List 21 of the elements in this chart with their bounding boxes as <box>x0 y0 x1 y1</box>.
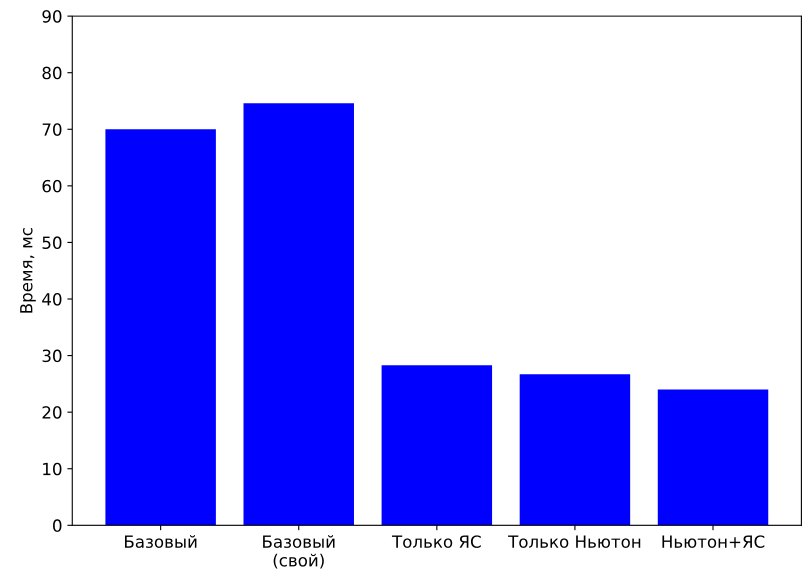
y-tick-label: 90 <box>42 10 62 23</box>
y-tick-label: 0 <box>53 519 62 532</box>
x-tick-label: Базовый <box>125 535 196 548</box>
y-tick-label: 10 <box>43 462 62 476</box>
y-tick-label: 30 <box>42 350 62 362</box>
x-tick-label: Только Ньютон <box>508 536 640 548</box>
x-tick-label: Ньютон+ЯС <box>662 535 764 548</box>
bar <box>244 103 354 526</box>
y-tick-label: 40 <box>42 292 62 306</box>
x-tick-label: Только ЯС <box>392 535 481 548</box>
y-axis-title: Время, мс <box>20 228 36 313</box>
y-tick-label: 60 <box>42 180 62 192</box>
bar <box>520 374 630 526</box>
bar <box>382 365 492 526</box>
bar <box>105 129 216 526</box>
y-tick-label: 50 <box>42 236 62 249</box>
x-tick-label: Базовый (свой) <box>263 535 334 569</box>
y-tick-label: 80 <box>42 66 62 80</box>
y-tick-label: 70 <box>42 123 62 136</box>
bar <box>658 390 768 526</box>
y-tick-label: 20 <box>42 406 62 419</box>
